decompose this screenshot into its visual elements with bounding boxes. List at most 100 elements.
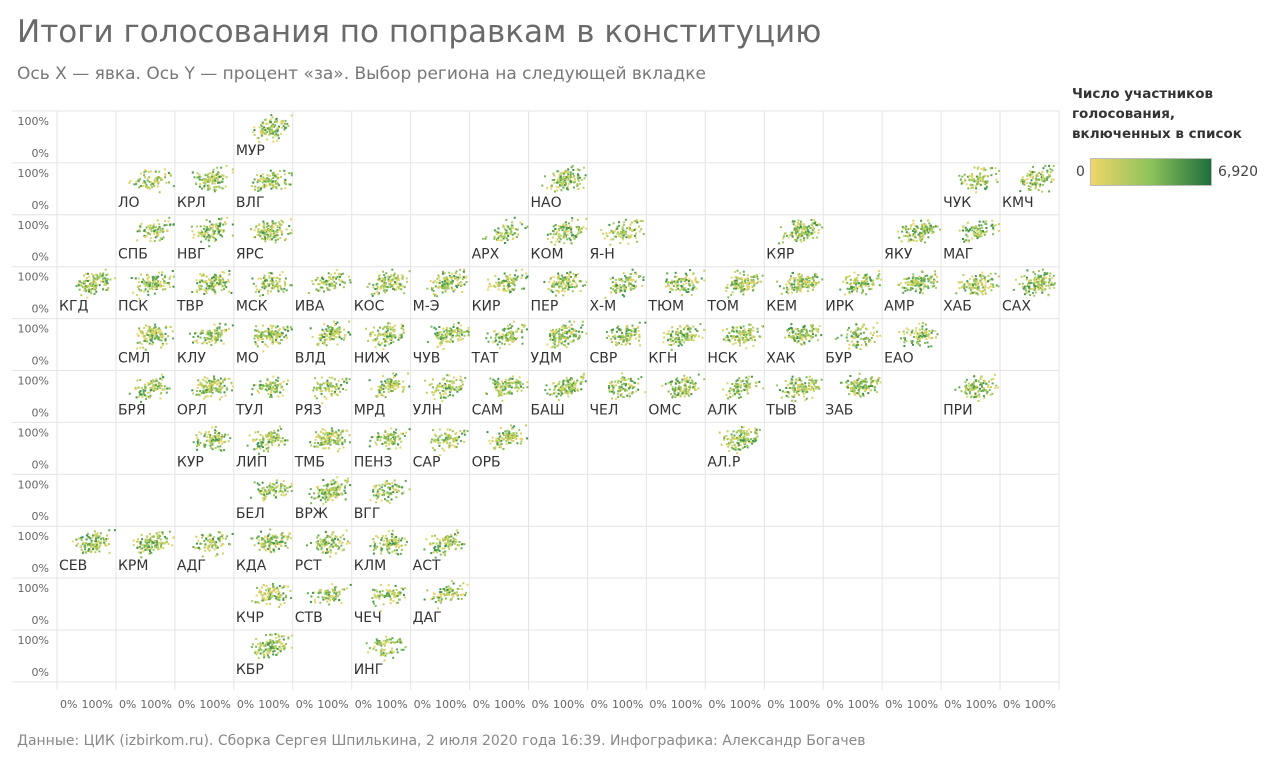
region-tile[interactable]: ИРК — [825, 270, 883, 315]
scatter-point — [200, 331, 203, 334]
region-tile[interactable]: ХАК — [766, 323, 823, 367]
scatter-point — [694, 278, 697, 281]
scatter-point — [862, 283, 864, 286]
scatter-point — [449, 280, 452, 283]
scatter-point — [102, 279, 104, 282]
scatter-point — [401, 275, 404, 278]
region-tile[interactable]: АРХ — [472, 216, 529, 263]
region-tile[interactable]: ВЛГ — [236, 169, 293, 211]
scatter-point — [265, 337, 268, 340]
scatter-point — [515, 236, 518, 238]
scatter-point — [1032, 166, 1034, 168]
region-tile[interactable]: ТОМ — [706, 269, 764, 315]
scatter-point — [206, 337, 208, 339]
region-tile[interactable]: ХАБ — [943, 271, 1000, 315]
scatter-point — [690, 337, 693, 340]
scatter-point — [868, 339, 871, 341]
scatter-point — [747, 277, 749, 280]
scatter-point — [675, 331, 678, 334]
region-tile[interactable]: СПБ — [118, 216, 175, 263]
region-tile[interactable]: ПЕР — [531, 271, 588, 315]
region-tile[interactable]: ТЮМ — [647, 269, 706, 315]
region-tile[interactable]: КГД — [59, 268, 116, 315]
region-tile[interactable]: УДМ — [531, 320, 588, 367]
region-tile[interactable]: САХ — [1002, 268, 1056, 315]
region-tile[interactable]: ТАТ — [471, 320, 528, 367]
region-tile[interactable]: НСК — [707, 323, 764, 367]
region-tile[interactable]: КРЛ — [177, 164, 234, 211]
region-tile[interactable]: Х-М — [589, 268, 645, 315]
region-tile[interactable]: КОС — [354, 268, 411, 315]
scatter-point — [609, 338, 612, 341]
scatter-point — [801, 281, 804, 284]
scatter-point — [386, 332, 389, 335]
region-tile[interactable]: ЯРС — [236, 218, 293, 263]
region-tile[interactable]: КОМ — [531, 217, 588, 263]
region-tile[interactable]: КЛУ — [177, 322, 234, 367]
region-tile[interactable]: ТВР — [176, 270, 233, 315]
region-tile[interactable]: МАГ — [943, 219, 1000, 263]
scatter-point — [204, 290, 207, 293]
region-tile[interactable]: ЯКУ — [884, 219, 942, 263]
scatter-point — [793, 220, 796, 223]
region-tile[interactable]: МСК — [236, 271, 293, 315]
region-tile[interactable]: КЕМ — [766, 271, 824, 315]
scatter-point — [930, 345, 933, 348]
scatter-point — [902, 227, 905, 230]
region-tile[interactable]: БУР — [825, 321, 882, 367]
scatter-point — [405, 277, 408, 280]
scatter-point — [1042, 175, 1044, 178]
scatter-point — [199, 336, 202, 339]
scatter-point — [563, 278, 566, 281]
region-tile[interactable]: ИВА — [295, 269, 352, 315]
scatter-point — [544, 175, 546, 178]
scatter-point — [682, 287, 685, 290]
region-tile[interactable]: НАО — [531, 164, 587, 211]
region-tile[interactable]: СМЛ — [118, 323, 175, 367]
scatter-point — [221, 277, 224, 280]
scatter-point — [626, 341, 629, 344]
scatter-point — [620, 286, 623, 289]
scatter-point — [668, 333, 671, 335]
region-tile[interactable]: ЕАО — [884, 322, 939, 367]
region-tile[interactable]: МО — [236, 324, 293, 367]
scatter-point — [560, 342, 563, 345]
region-tile[interactable]: М-Э — [413, 268, 468, 315]
scatter-point — [748, 328, 751, 330]
scatter-point — [205, 275, 208, 278]
scatter-point — [579, 290, 582, 292]
scatter-point — [493, 229, 496, 232]
scatter-point — [450, 329, 453, 332]
scatter-point — [982, 177, 985, 179]
scatter-point — [489, 336, 492, 339]
scatter-point — [560, 226, 563, 229]
region-tile[interactable]: АМР — [884, 270, 939, 315]
scatter-point — [462, 331, 465, 334]
scatter-point — [511, 279, 514, 281]
scatter-point — [270, 132, 273, 135]
region-tile[interactable]: НИЖ — [354, 322, 405, 367]
region-tile[interactable]: КЯР — [766, 219, 824, 263]
region-tile[interactable]: ЛО — [118, 168, 175, 211]
region-tile[interactable]: КМЧ — [1002, 164, 1055, 211]
region-tile[interactable]: СВР — [589, 321, 647, 367]
scatter-point — [136, 286, 139, 288]
region-tile[interactable]: ЧУК — [943, 166, 1000, 211]
region-tile[interactable]: КГН — [648, 323, 706, 367]
scatter-point — [1040, 176, 1043, 179]
scatter-point — [1026, 181, 1029, 184]
region-tile[interactable]: Я-Н — [589, 218, 645, 263]
scatter-point — [743, 273, 745, 276]
scatter-point — [151, 282, 154, 285]
scatter-point — [288, 225, 291, 227]
scatter-point — [256, 174, 259, 176]
scatter-point — [1053, 286, 1055, 289]
scatter-point — [691, 281, 694, 283]
region-tile[interactable]: ПСК — [118, 270, 175, 315]
region-tile[interactable]: ЧУВ — [413, 321, 470, 367]
region-tile[interactable]: КИР — [472, 268, 529, 315]
scatter-point — [573, 181, 576, 184]
region-tile[interactable]: МУР — [236, 114, 293, 159]
region-tile[interactable]: ВЛД — [295, 320, 352, 367]
region-tile[interactable]: НВГ — [177, 216, 234, 263]
